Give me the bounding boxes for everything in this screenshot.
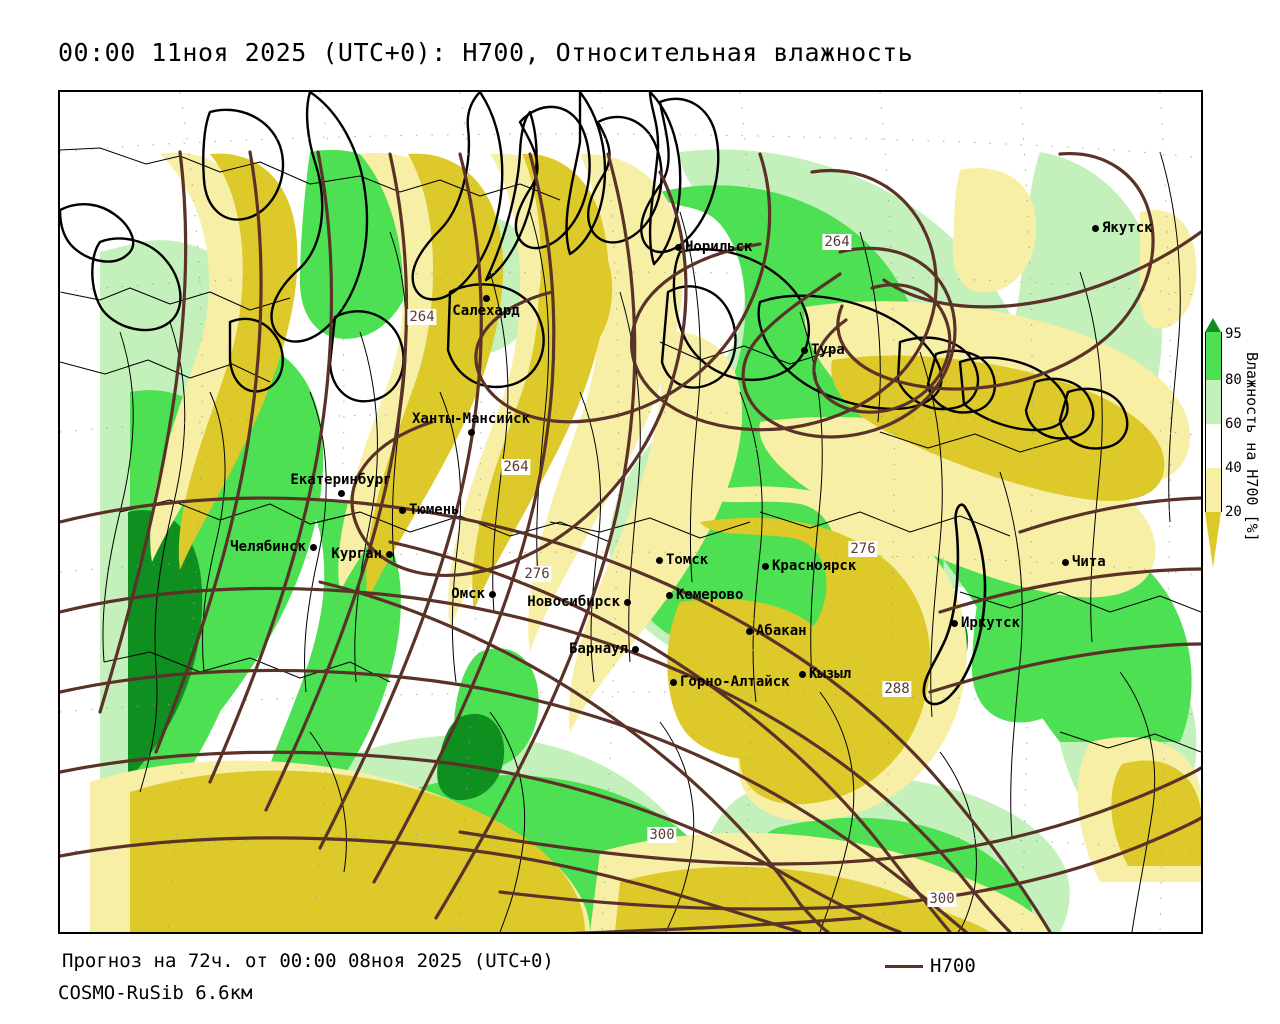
forecast-info: Прогноз на 72ч. от 00:00 08ноя 2025 (UTC…: [62, 950, 554, 972]
city-dot: [310, 544, 317, 551]
colorbar-tick-95: 95: [1225, 326, 1242, 342]
colorbar-tick-40: 40: [1225, 460, 1242, 476]
contour-label: 264: [501, 459, 531, 475]
colorbar-segment-80-95: [1205, 332, 1222, 380]
city-label: Омск: [451, 586, 485, 602]
city-label: Новосибирск: [527, 594, 620, 610]
city-label: Тура: [811, 342, 845, 358]
city-dot: [468, 429, 475, 436]
city-label: Кемерово: [676, 587, 744, 603]
humidity-shading-below-20: [130, 153, 1201, 932]
colorbar-segment-20-40: [1205, 468, 1222, 512]
colorbar-segment-40-60: [1205, 424, 1222, 468]
colorbar-tick-60: 60: [1225, 416, 1242, 432]
coastline-layer: [60, 92, 1129, 450]
city-label: Барнаул: [568, 641, 628, 657]
city-label: Салехард: [452, 303, 520, 319]
city-label: Чита: [1072, 554, 1106, 570]
city-label: Якутск: [1102, 220, 1153, 236]
city-dot: [399, 507, 406, 514]
h700-contours: [60, 150, 1201, 932]
city-dot: [1092, 225, 1099, 232]
city-dot: [762, 563, 769, 570]
city-dot: [338, 490, 345, 497]
contour-label: 300: [647, 827, 677, 843]
city-label: Норильск: [685, 239, 753, 255]
city-label: Томск: [666, 552, 709, 568]
city-dot: [1062, 559, 1069, 566]
lake-baikal: [922, 503, 987, 706]
city-label: Кызыл: [809, 666, 852, 682]
city-label: Ханты-Мансийск: [411, 411, 531, 427]
map-canvas: [60, 92, 1201, 932]
city-dot: [483, 295, 490, 302]
city-label: Абакан: [756, 623, 807, 639]
city-dot: [489, 591, 496, 598]
contour-label: 276: [522, 566, 552, 582]
colorbar[interactable]: 95 80 60 40 20: [1205, 318, 1242, 568]
city-label: Иркутск: [961, 615, 1021, 631]
city-dot: [666, 592, 673, 599]
contour-label: 288: [882, 681, 912, 697]
contour-label: 300: [927, 891, 957, 907]
city-dot: [801, 347, 808, 354]
city-dot: [656, 557, 663, 564]
city-dot: [632, 646, 639, 653]
colorbar-tick-20: 20: [1225, 504, 1242, 520]
city-dot: [951, 620, 958, 627]
city-dot: [386, 551, 393, 558]
colorbar-top-arrow: [1205, 318, 1221, 332]
city-dot: [624, 599, 631, 606]
model-info: COSMO-RuSib 6.6км: [58, 982, 253, 1004]
h700-legend-line-icon: [885, 965, 923, 968]
city-label: Красноярск: [772, 558, 857, 574]
contour-label: 264: [407, 309, 437, 325]
colorbar-segment-60-80: [1205, 380, 1222, 424]
city-dot: [799, 671, 806, 678]
contour-label: 276: [848, 541, 878, 557]
colorbar-tick-80: 80: [1225, 372, 1242, 388]
colorbar-strip: 95 80 60 40 20: [1205, 318, 1242, 568]
city-dot: [746, 628, 753, 635]
h700-legend-label: H700: [930, 955, 976, 977]
graticule: [60, 92, 1201, 932]
city-label: Горно-Алтайск: [680, 674, 790, 690]
colorbar-axis-title: Влажность на H700 [%]: [1243, 352, 1261, 542]
contour-label: 264: [822, 234, 852, 250]
city-label: Тюмень: [409, 502, 460, 518]
city-dot: [670, 679, 677, 686]
admin-boundaries: [60, 147, 1201, 932]
city-label: Екатеринбург: [290, 472, 392, 488]
map-frame[interactable]: 264 264 264 276 276 288 300 300 Норильск…: [58, 90, 1203, 934]
colorbar-bottom-arrow: [1205, 512, 1221, 568]
city-label: Курган: [331, 546, 382, 562]
map-svg: [60, 92, 1201, 932]
city-dot: [675, 244, 682, 251]
page-title: 00:00 11ноя 2025 (UTC+0): H700, Относите…: [58, 38, 914, 67]
city-label: Челябинск: [230, 539, 306, 555]
